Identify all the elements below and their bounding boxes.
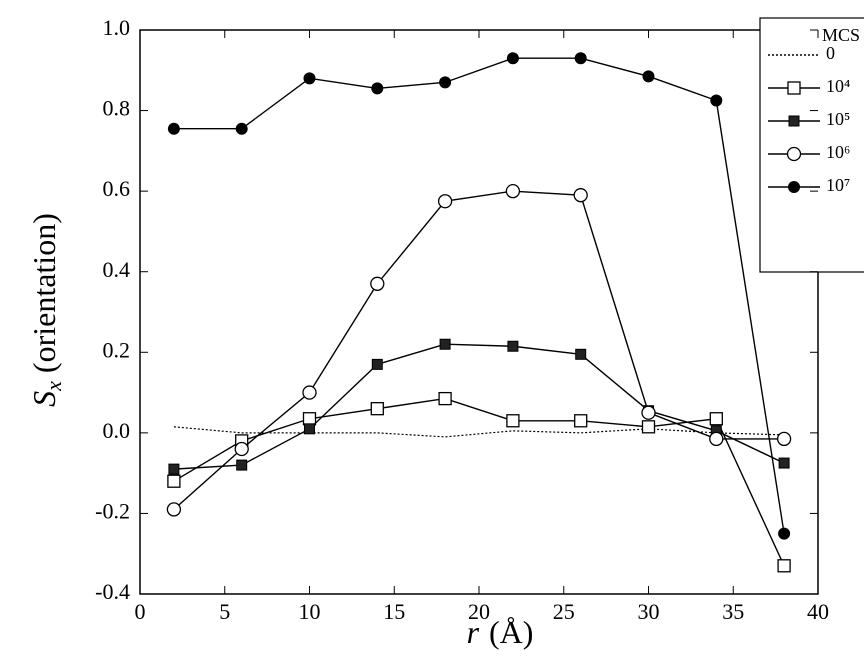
- data-point: [776, 431, 792, 447]
- x-tick-label: 15: [383, 599, 405, 624]
- series-line: [173, 397, 785, 567]
- data-point: [370, 276, 385, 291]
- x-label-unit: (Å): [489, 614, 533, 650]
- data-point: [236, 459, 248, 471]
- legend-title: MCS: [822, 25, 860, 45]
- data-point: [506, 414, 520, 428]
- y-label-symbol: S: [26, 391, 62, 407]
- data-point: [166, 502, 182, 517]
- legend-label: 0: [826, 43, 835, 63]
- y-tick-label: -0.2: [95, 498, 130, 523]
- legend-label: 10⁶: [826, 142, 850, 162]
- data-point: [574, 52, 587, 65]
- series-line: [173, 343, 785, 470]
- data-point: [574, 414, 588, 428]
- legend-label: 10⁵: [826, 109, 850, 129]
- legend-marker: [786, 146, 802, 162]
- data-point: [709, 412, 723, 426]
- data-point: [437, 194, 453, 209]
- data-point: [302, 412, 317, 426]
- x-tick-label: 10: [299, 599, 321, 624]
- data-point: [234, 441, 249, 457]
- y-tick-label: 1.0: [103, 15, 131, 40]
- data-point: [438, 391, 452, 406]
- data-point: [710, 94, 723, 107]
- data-point: [778, 527, 791, 540]
- x-tick-label: 25: [553, 599, 575, 624]
- series-line: [173, 426, 785, 438]
- x-tick-label: 40: [807, 599, 829, 624]
- legend-marker: [787, 81, 801, 95]
- data-point: [302, 385, 317, 400]
- data-point: [439, 76, 452, 89]
- y-tick-label: 0.8: [103, 96, 131, 121]
- y-axis-label: Sx (orientation): [26, 213, 66, 407]
- data-point: [439, 338, 451, 350]
- data-point: [371, 358, 383, 370]
- data-point: [168, 463, 180, 475]
- y-tick-label: 0.2: [103, 337, 131, 362]
- y-tick-label: 0.4: [103, 257, 131, 282]
- data-point: [304, 423, 315, 435]
- x-axis-label: r (Å): [467, 614, 534, 650]
- data-point: [506, 52, 519, 65]
- data-point: [507, 340, 519, 352]
- x-tick-label: 30: [638, 599, 660, 624]
- y-tick-label: 0.0: [103, 418, 131, 443]
- y-tick-label: -0.4: [95, 579, 130, 604]
- legend-marker: [788, 115, 800, 127]
- legend-box: [759, 17, 864, 273]
- x-tick-label: 35: [722, 599, 744, 624]
- data-point: [167, 474, 181, 488]
- data-point: [371, 82, 384, 95]
- data-point: [778, 457, 790, 469]
- data-point: [709, 431, 724, 447]
- data-point: [641, 420, 656, 434]
- x-tick-label: 20: [468, 599, 490, 624]
- x-tick-label: 5: [219, 599, 230, 624]
- data-point: [303, 72, 316, 85]
- data-point: [370, 402, 384, 416]
- data-point: [235, 122, 248, 135]
- legend-marker: [788, 181, 800, 193]
- data-point: [573, 188, 588, 203]
- y-label-text: (orientation): [26, 213, 62, 373]
- x-label-symbol: r: [467, 614, 480, 650]
- data-point: [777, 559, 791, 573]
- x-tick-label: 0: [135, 599, 146, 624]
- data-point: [641, 405, 656, 420]
- data-point: [167, 122, 180, 135]
- legend-label: 10⁴: [826, 76, 850, 96]
- series-line: [173, 190, 785, 510]
- series-line: [173, 57, 785, 534]
- y-label-subscript: x: [41, 381, 66, 392]
- data-point: [642, 70, 655, 83]
- data-point: [505, 183, 521, 199]
- y-tick-label: 0.6: [103, 176, 131, 201]
- legend-label: 10⁷: [826, 175, 850, 195]
- data-point: [575, 348, 587, 360]
- plot-frame: [139, 29, 819, 595]
